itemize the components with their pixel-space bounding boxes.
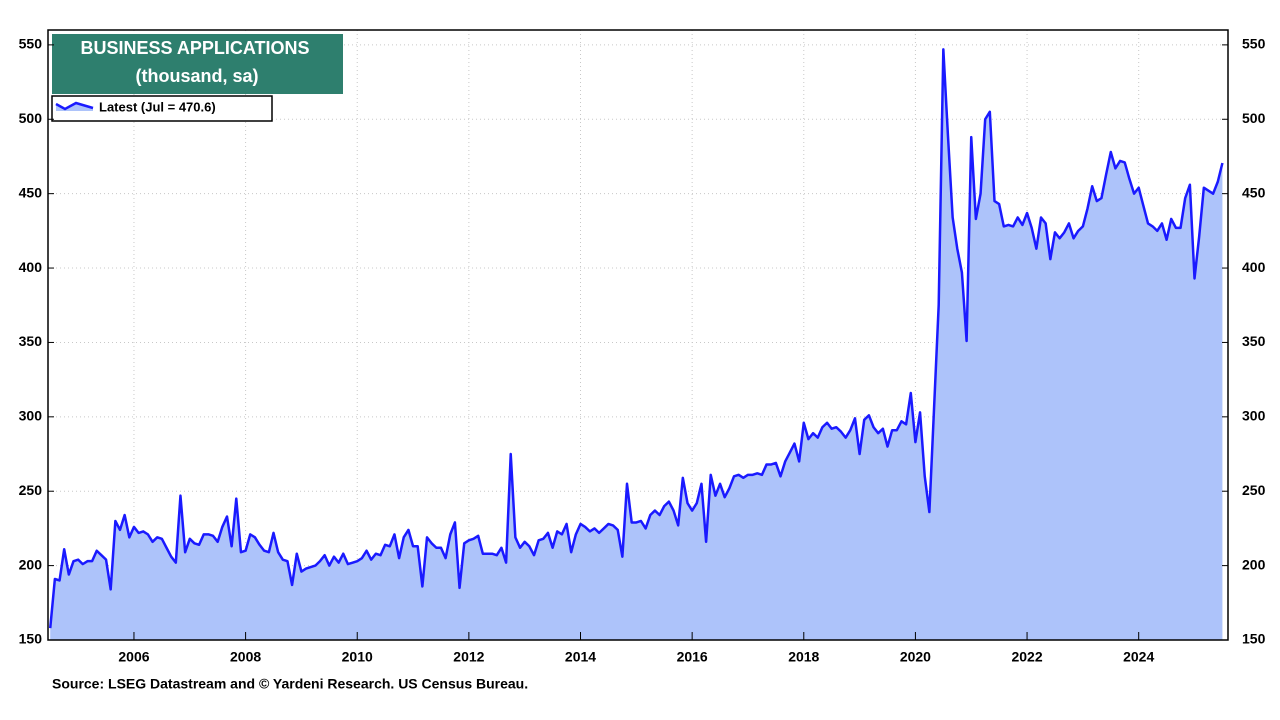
x-tick-label: 2018 bbox=[788, 649, 819, 665]
legend-line bbox=[55, 101, 94, 111]
y2-tick-label: 450 bbox=[1242, 184, 1266, 200]
x-tick-label: 2020 bbox=[900, 649, 931, 665]
y2-tick-label: 250 bbox=[1242, 482, 1266, 498]
y-tick-label: 500 bbox=[19, 110, 43, 126]
chart-subtitle: (thousand, sa) bbox=[135, 66, 258, 86]
x-tick-label: 2012 bbox=[453, 649, 484, 665]
title-box bbox=[52, 34, 343, 94]
x-tick-label: 2014 bbox=[565, 649, 596, 665]
x-tick-label: 2010 bbox=[342, 649, 373, 665]
y-tick-label: 250 bbox=[19, 482, 43, 498]
y2-tick-label: 300 bbox=[1242, 408, 1266, 424]
chart-title: BUSINESS APPLICATIONS bbox=[80, 38, 309, 58]
y-tick-label: 450 bbox=[19, 184, 43, 200]
y-tick-label: 300 bbox=[19, 408, 43, 424]
series-line bbox=[48, 48, 1224, 629]
x-tick-label: 2006 bbox=[118, 649, 149, 665]
y2-tick-label: 200 bbox=[1242, 556, 1266, 572]
y-tick-label: 400 bbox=[19, 259, 43, 275]
y2-tick-label: 500 bbox=[1242, 110, 1266, 126]
y-tick-label: 350 bbox=[19, 333, 43, 349]
x-tick-label: 2024 bbox=[1123, 649, 1154, 665]
x-tick-label: 2008 bbox=[230, 649, 261, 665]
x-tick-label: 2022 bbox=[1011, 649, 1042, 665]
y2-tick-label: 550 bbox=[1242, 36, 1266, 52]
area-fill bbox=[50, 49, 1223, 640]
y-tick-label: 200 bbox=[19, 556, 43, 572]
y-tick-label: 550 bbox=[19, 36, 43, 52]
plot-frame bbox=[47, 29, 1229, 641]
source-note: Source: LSEG Datastream and © Yardeni Re… bbox=[52, 676, 528, 692]
y2-tick-label: 350 bbox=[1242, 333, 1266, 349]
y2-tick-label: 150 bbox=[1242, 631, 1266, 647]
y2-tick-label: 400 bbox=[1242, 259, 1266, 275]
legend-label: Latest (Jul = 470.6) bbox=[99, 99, 216, 114]
x-tick-label: 2016 bbox=[677, 649, 708, 665]
y-tick-label: 150 bbox=[19, 631, 43, 647]
